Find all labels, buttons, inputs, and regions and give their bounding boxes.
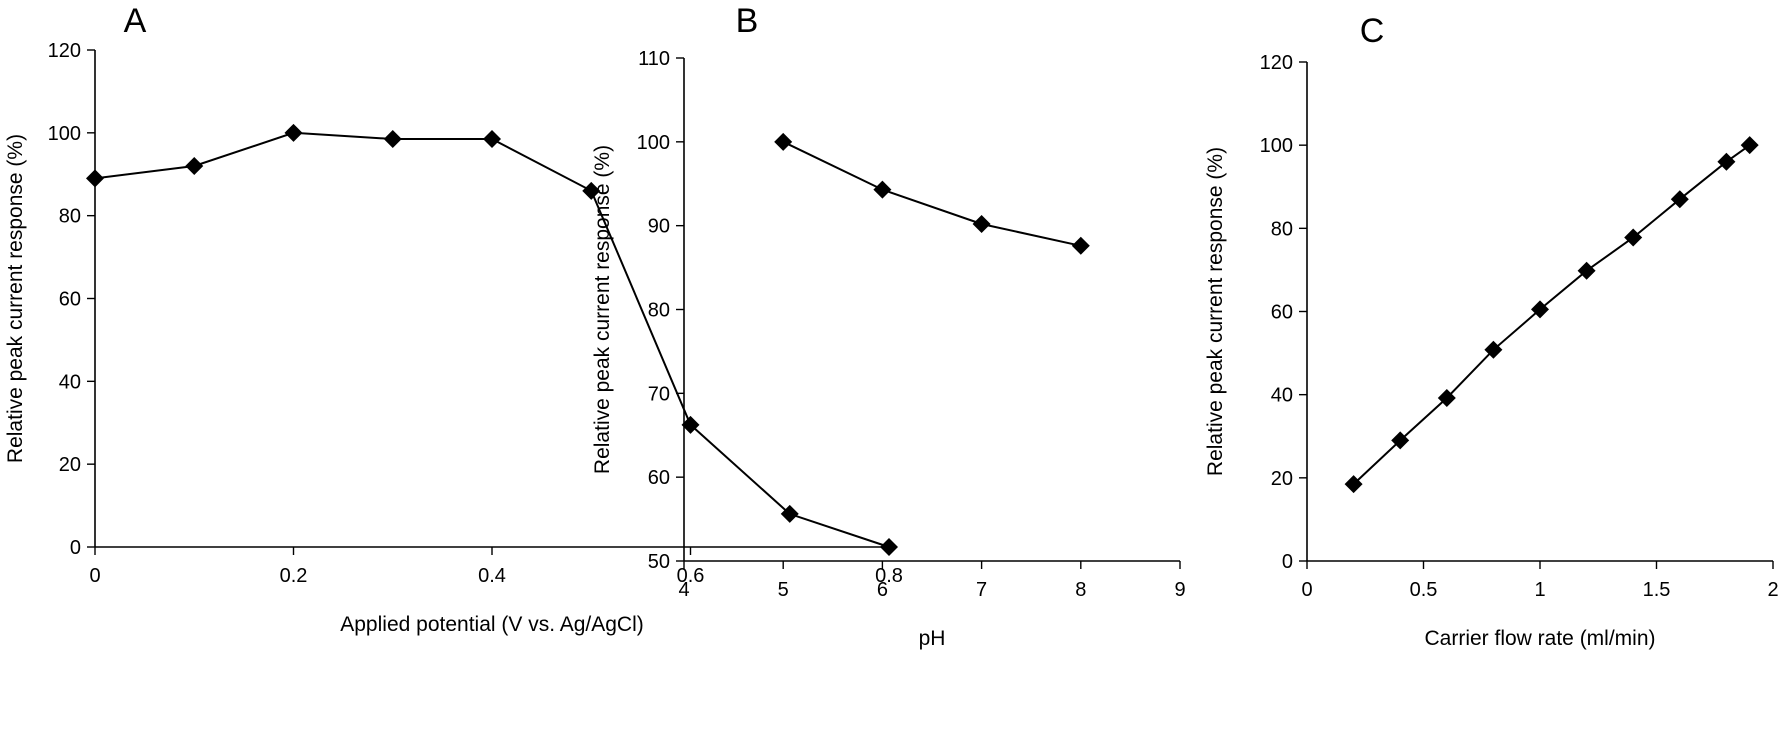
data-point bbox=[383, 130, 402, 149]
y-axis-label: Relative peak current response (%) bbox=[4, 134, 27, 463]
data-point bbox=[1484, 340, 1503, 359]
data-point bbox=[880, 538, 898, 556]
y-tick-label: 0 bbox=[1282, 551, 1293, 573]
y-axis-label: Relative peak current response (%) bbox=[591, 145, 614, 474]
x-axis-label: pH bbox=[919, 627, 946, 650]
data-point bbox=[1071, 236, 1090, 255]
data-point bbox=[780, 504, 799, 523]
x-tick-label: 0 bbox=[89, 565, 100, 587]
y-tick-label: 20 bbox=[1271, 468, 1293, 490]
x-tick-label: 1 bbox=[1534, 579, 1545, 601]
x-tick-label: 0.4 bbox=[478, 565, 506, 587]
data-point bbox=[1344, 475, 1363, 494]
series-line bbox=[782, 140, 1082, 247]
panel-label: C bbox=[1360, 12, 1385, 50]
y-tick-label: 120 bbox=[48, 40, 81, 62]
panel-label: A bbox=[124, 2, 147, 40]
y-tick-label: 40 bbox=[1271, 385, 1293, 407]
data-point bbox=[1577, 261, 1596, 280]
y-tick-label: 20 bbox=[59, 454, 81, 476]
data-point bbox=[774, 132, 793, 151]
data-point bbox=[1670, 190, 1689, 209]
x-tick-label: 7 bbox=[976, 579, 987, 601]
y-tick-label: 100 bbox=[48, 123, 81, 145]
x-tick-label: 0.5 bbox=[1410, 579, 1438, 601]
data-point bbox=[972, 214, 991, 233]
x-axis-label: Carrier flow rate (ml/min) bbox=[1424, 627, 1655, 650]
data-point bbox=[1391, 431, 1410, 450]
chart-panel-c: 0 20 40 60 80 100 120 0 0.5 1 1.5 2 Carrier flow rat… bbox=[1204, 12, 1779, 650]
y-tick-label: 80 bbox=[59, 206, 81, 228]
x-tick-label: 0.8 bbox=[875, 565, 903, 587]
x-tick-label: 9 bbox=[1174, 579, 1185, 601]
x-axis-label: Applied potential (V vs. Ag/AgCl) bbox=[340, 613, 644, 636]
series-line bbox=[94, 131, 890, 548]
x-tick-label: 4 bbox=[678, 579, 689, 601]
x-tick-label: 6 bbox=[877, 579, 888, 601]
y-tick-label: 50 bbox=[648, 551, 670, 573]
data-point bbox=[86, 169, 104, 188]
data-point bbox=[1531, 300, 1549, 319]
data-point bbox=[1624, 228, 1643, 247]
y-axis-label: Relative peak current response (%) bbox=[1204, 147, 1227, 476]
data-point bbox=[1740, 136, 1759, 155]
y-tick-label: 90 bbox=[648, 216, 670, 238]
x-tick-label: 0 bbox=[1301, 579, 1312, 601]
series-line bbox=[1352, 144, 1751, 485]
x-tick-label: 2 bbox=[1767, 579, 1778, 601]
data-point bbox=[1437, 388, 1456, 407]
x-tick-label: 1.5 bbox=[1643, 579, 1671, 601]
y-tick-label: 80 bbox=[1271, 218, 1293, 240]
y-tick-label: 60 bbox=[59, 289, 81, 311]
data-point bbox=[1717, 152, 1736, 171]
chart-panel-b: 50 60 70 80 90 100 110 4 5 6 7 8 9 pH Relative peak cu… bbox=[591, 2, 1186, 650]
x-tick-label: 0.6 bbox=[677, 565, 705, 587]
x-tick-label: 0.2 bbox=[280, 565, 308, 587]
x-tick-label: 8 bbox=[1075, 579, 1086, 601]
data-point bbox=[483, 130, 501, 149]
data-point bbox=[284, 123, 303, 142]
y-tick-label: 110 bbox=[638, 48, 670, 70]
y-tick-label: 60 bbox=[648, 467, 670, 489]
y-tick-label: 60 bbox=[1271, 302, 1293, 324]
data-point bbox=[681, 415, 700, 434]
y-tick-label: 100 bbox=[1260, 135, 1293, 157]
data-point bbox=[582, 181, 601, 200]
y-tick-label: 0 bbox=[70, 537, 81, 559]
chart-panel-a: 0 20 40 60 80 100 120 0 0.2 0.4 0.6 0.8 Applied pote… bbox=[4, 2, 903, 636]
data-point bbox=[185, 156, 204, 175]
y-tick-label: 120 bbox=[1260, 52, 1293, 74]
y-tick-label: 40 bbox=[59, 371, 81, 393]
y-tick-label: 70 bbox=[648, 383, 670, 405]
y-tick-label: 80 bbox=[648, 300, 670, 322]
x-tick-label: 5 bbox=[778, 579, 789, 601]
data-point bbox=[873, 180, 892, 199]
y-tick-label: 100 bbox=[637, 132, 670, 154]
panel-label: B bbox=[736, 2, 759, 40]
